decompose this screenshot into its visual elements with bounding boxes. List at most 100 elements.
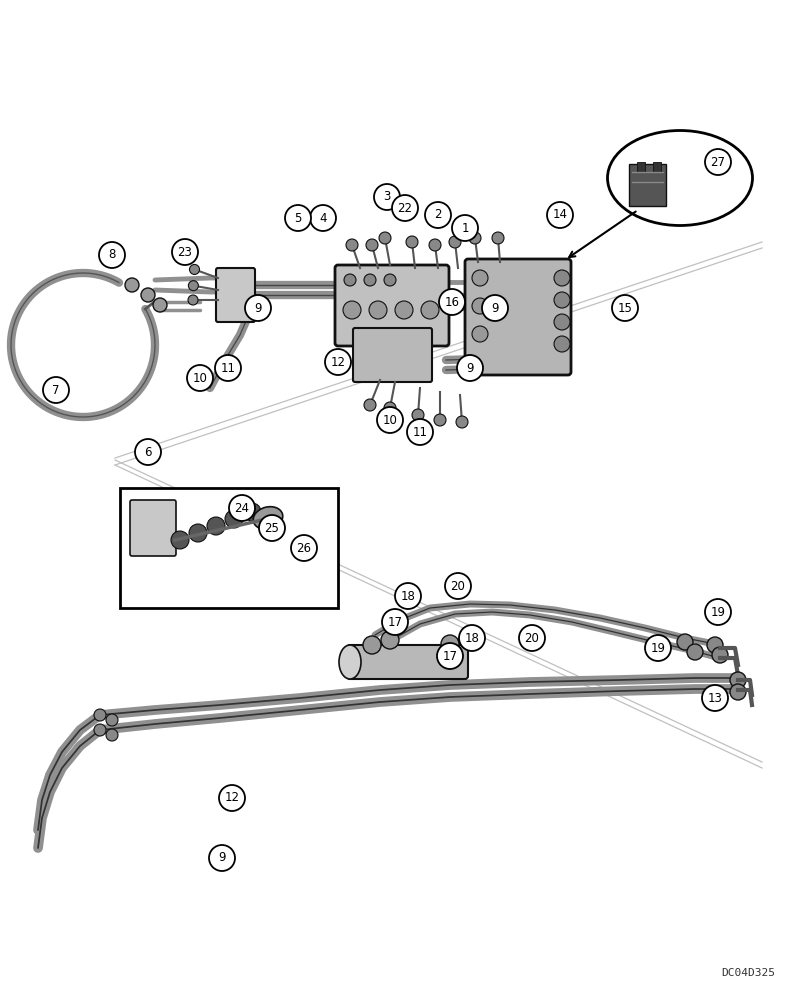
Circle shape [471,326,487,342]
Text: 17: 17 [387,615,402,629]
Circle shape [189,524,207,542]
Text: 16: 16 [444,296,459,308]
Circle shape [189,264,200,274]
Circle shape [374,184,400,210]
Circle shape [702,685,727,711]
Circle shape [380,631,398,649]
Circle shape [208,845,234,871]
Circle shape [428,239,440,251]
Circle shape [436,643,462,669]
Text: 22: 22 [397,202,412,215]
Circle shape [106,714,118,726]
Text: 19: 19 [650,642,665,654]
FancyBboxPatch shape [335,265,448,346]
Circle shape [444,573,470,599]
Circle shape [611,295,637,321]
Circle shape [187,365,212,391]
Ellipse shape [338,645,361,679]
Circle shape [706,637,722,653]
FancyBboxPatch shape [353,328,431,382]
Text: 5: 5 [294,212,302,225]
FancyBboxPatch shape [465,259,570,375]
Text: 1: 1 [461,222,468,234]
Text: 13: 13 [706,692,722,704]
Text: 7: 7 [52,383,60,396]
Circle shape [366,239,378,251]
Circle shape [94,724,106,736]
Circle shape [363,636,380,654]
Text: 9: 9 [491,302,498,314]
Circle shape [686,644,702,660]
Circle shape [420,301,439,319]
Circle shape [394,583,420,609]
Circle shape [94,709,106,721]
Text: 23: 23 [178,245,192,258]
Circle shape [711,647,727,663]
Circle shape [99,242,125,268]
Circle shape [310,205,336,231]
Circle shape [344,274,355,286]
Text: 15: 15 [617,302,632,314]
Circle shape [469,232,480,244]
Circle shape [433,414,445,426]
Ellipse shape [253,507,282,529]
Text: 4: 4 [319,212,326,225]
Circle shape [242,503,260,521]
Circle shape [411,409,423,421]
Circle shape [384,274,396,286]
Circle shape [448,236,461,248]
Circle shape [553,270,569,286]
Circle shape [553,292,569,308]
Circle shape [43,377,69,403]
Circle shape [368,301,387,319]
FancyBboxPatch shape [130,500,176,556]
Text: 12: 12 [224,791,239,804]
Circle shape [482,295,508,321]
Text: 11: 11 [412,426,427,438]
Text: 20: 20 [450,580,465,592]
Circle shape [394,301,413,319]
Circle shape [729,672,745,688]
Circle shape [141,288,155,302]
Circle shape [345,239,358,251]
Circle shape [676,634,692,650]
Circle shape [424,202,450,228]
Circle shape [259,515,285,541]
Circle shape [225,510,242,528]
Circle shape [379,232,391,244]
Circle shape [125,278,139,292]
FancyBboxPatch shape [636,162,644,172]
Circle shape [172,239,198,265]
Ellipse shape [607,131,752,226]
Circle shape [456,416,467,428]
Circle shape [553,314,569,330]
Circle shape [188,295,198,305]
FancyBboxPatch shape [629,164,665,206]
Circle shape [406,419,432,445]
Circle shape [458,625,484,651]
Circle shape [392,195,418,221]
Circle shape [363,274,375,286]
Circle shape [491,232,504,244]
Text: 9: 9 [218,851,225,864]
FancyBboxPatch shape [216,268,255,322]
Text: 11: 11 [221,361,235,374]
Circle shape [406,236,418,248]
Text: 2: 2 [434,209,441,222]
Circle shape [188,281,198,291]
Circle shape [729,684,745,700]
Circle shape [342,301,361,319]
Circle shape [471,270,487,286]
Circle shape [644,635,670,661]
Text: 17: 17 [442,650,457,662]
FancyBboxPatch shape [652,162,660,172]
Circle shape [290,535,316,561]
Circle shape [229,495,255,521]
Circle shape [152,298,167,312]
Text: 25: 25 [264,522,279,534]
FancyBboxPatch shape [346,645,467,679]
Circle shape [106,729,118,741]
Text: 20: 20 [524,632,539,645]
Text: 8: 8 [108,248,115,261]
Circle shape [324,349,350,375]
